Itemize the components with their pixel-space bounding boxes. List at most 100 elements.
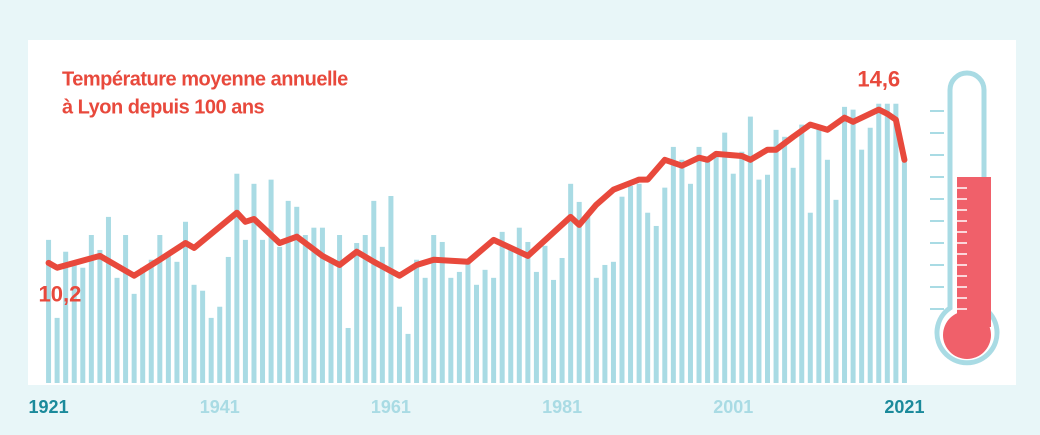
bar xyxy=(105,216,111,383)
bar xyxy=(268,179,274,383)
chart-subtitle: à Lyon depuis 100 ans xyxy=(62,96,265,118)
bar xyxy=(516,227,522,383)
bar xyxy=(225,256,231,383)
bar xyxy=(859,149,865,383)
bar xyxy=(645,212,651,383)
x-tick-label: 1941 xyxy=(200,397,240,417)
bar xyxy=(157,235,163,383)
x-tick-label: 2021 xyxy=(884,397,924,417)
bar xyxy=(388,196,394,383)
bar xyxy=(294,206,300,383)
bar xyxy=(260,239,266,383)
bar xyxy=(251,183,257,383)
x-tick-label: 2001 xyxy=(713,397,753,417)
chart-title: Température moyenne annuelle xyxy=(62,68,348,90)
bar xyxy=(208,317,214,383)
bar xyxy=(730,173,736,383)
bar xyxy=(491,277,497,383)
bar xyxy=(713,151,719,383)
bar xyxy=(354,243,360,383)
bar xyxy=(593,277,599,383)
bar xyxy=(123,235,129,383)
bar xyxy=(80,267,86,383)
bar xyxy=(174,261,180,383)
bar xyxy=(670,146,676,383)
bar xyxy=(362,235,368,383)
bar xyxy=(448,277,454,383)
bar xyxy=(842,106,848,383)
bar xyxy=(824,159,830,383)
bars xyxy=(46,103,907,384)
bar xyxy=(765,174,770,383)
bar xyxy=(790,167,796,383)
bar xyxy=(533,271,539,383)
bar xyxy=(302,235,308,383)
bar xyxy=(183,221,188,383)
bar xyxy=(619,196,625,383)
bar xyxy=(482,269,488,383)
bar xyxy=(679,159,685,383)
bar xyxy=(234,173,240,383)
bar xyxy=(508,249,514,383)
bar xyxy=(422,277,428,383)
bar xyxy=(97,249,103,383)
plot: 10,2 14,6 1921 1941 1961 1981 2001 2021 xyxy=(29,66,925,416)
bar xyxy=(585,216,591,383)
bar xyxy=(456,271,462,383)
bar xyxy=(739,151,745,383)
bar xyxy=(628,185,634,383)
x-tick-label: 1921 xyxy=(29,397,69,417)
bar xyxy=(867,127,873,383)
bar xyxy=(773,129,779,383)
bar xyxy=(54,317,60,383)
bar xyxy=(345,327,351,383)
bar xyxy=(371,200,377,383)
x-tick-label: 1981 xyxy=(542,397,582,417)
bar xyxy=(319,227,325,383)
bar xyxy=(807,212,813,383)
bar xyxy=(465,261,471,383)
bar xyxy=(46,239,52,383)
trend-line xyxy=(45,106,908,279)
bar xyxy=(687,183,693,383)
bar xyxy=(525,241,531,383)
bar xyxy=(217,306,223,383)
bar xyxy=(131,293,137,383)
bar xyxy=(431,235,437,383)
bar xyxy=(747,116,753,384)
bar xyxy=(396,306,402,383)
bar xyxy=(63,251,69,383)
bar xyxy=(285,200,291,383)
bar xyxy=(568,183,574,383)
bar xyxy=(114,277,120,383)
bar xyxy=(884,103,890,383)
bar xyxy=(551,279,557,383)
x-tick-label: 1961 xyxy=(371,397,411,417)
bar xyxy=(705,159,711,383)
bar xyxy=(576,201,582,383)
thermometer xyxy=(930,70,1000,366)
bar xyxy=(311,227,317,383)
bar xyxy=(893,103,899,383)
bar xyxy=(850,109,856,384)
bar xyxy=(876,103,882,383)
bar xyxy=(379,246,385,383)
bar xyxy=(602,264,608,383)
bar xyxy=(200,290,206,383)
bar xyxy=(799,124,805,383)
bar xyxy=(277,246,283,383)
bar xyxy=(328,257,334,383)
bar xyxy=(901,159,907,383)
bar xyxy=(696,146,702,383)
bar xyxy=(610,261,616,383)
bar xyxy=(499,231,505,383)
bar xyxy=(337,235,343,383)
value-label: 14,6 xyxy=(857,66,900,91)
bar xyxy=(148,259,154,383)
bar xyxy=(140,267,146,383)
bar xyxy=(405,333,411,383)
bar xyxy=(662,187,668,383)
bar xyxy=(71,261,77,383)
bar xyxy=(191,284,197,383)
value-label: 10,2 xyxy=(39,282,82,307)
